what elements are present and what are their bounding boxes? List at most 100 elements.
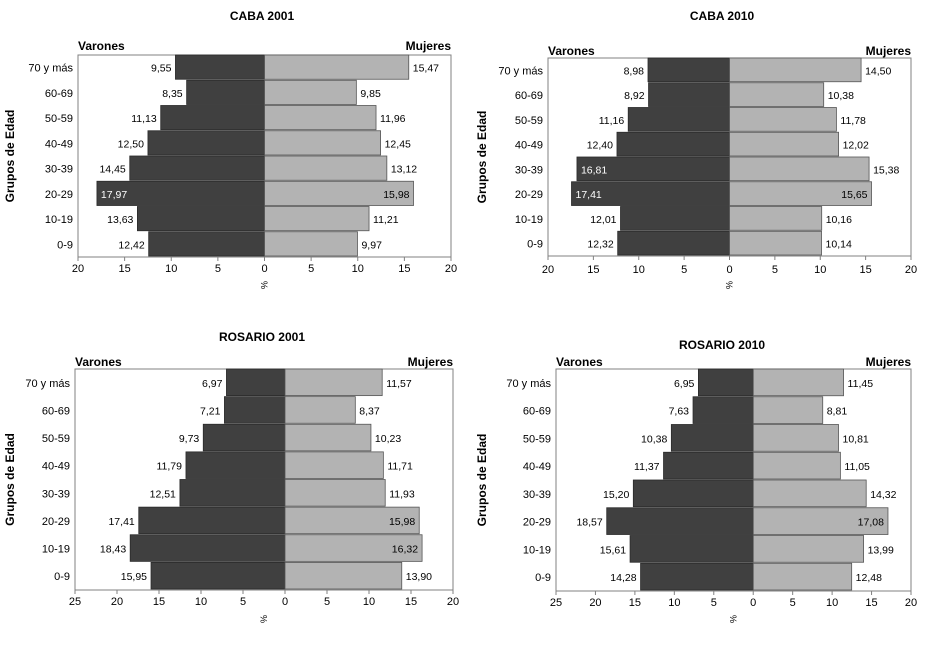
bar-mujeres [284, 368, 383, 397]
value-label-mujeres: 15,38 [873, 164, 899, 176]
y-axis-title: Grupos de Edad [3, 110, 17, 203]
x-tick-label: 0 [282, 596, 288, 608]
x-tick-label: 25 [550, 597, 562, 609]
pyramid-chart-4: ROSARIO 2010 Varones Mujeres Grupos de Edad… [475, 338, 917, 623]
category-label: 0-9 [54, 571, 70, 583]
value-label-varones: 15,61 [600, 544, 626, 556]
bar-varones [663, 451, 754, 480]
x-tick-label: 5 [772, 264, 778, 276]
value-label-varones: 8,92 [624, 90, 645, 102]
value-label-mujeres: 11,05 [844, 461, 870, 473]
bar-mujeres [752, 535, 864, 563]
bar-mujeres [729, 57, 862, 83]
value-label-mujeres: 14,50 [865, 65, 891, 77]
category-label: 20-29 [515, 189, 543, 201]
value-label-mujeres: 9,97 [361, 239, 382, 251]
value-label-varones: 8,35 [162, 88, 183, 100]
bar-mujeres [264, 79, 357, 105]
value-label-mujeres: 10,16 [826, 214, 852, 226]
category-label: 40-49 [515, 140, 543, 152]
x-tick-label: 15 [398, 263, 410, 275]
category-label: 60-69 [45, 88, 73, 100]
bar-varones [148, 231, 265, 257]
bar-varones [129, 534, 286, 562]
bar-mujeres [284, 423, 372, 452]
bar-mujeres [752, 562, 853, 591]
value-label-varones: 13,63 [107, 214, 133, 226]
y-axis-title: Grupos de Edad [475, 434, 489, 527]
bar-mujeres [264, 231, 358, 257]
category-label: 70 y más [28, 63, 73, 75]
bar-mujeres [284, 451, 384, 479]
x-tick-label: 10 [826, 597, 838, 609]
chart-title: CABA 2010 [690, 9, 755, 23]
value-label-mujeres: 15,47 [413, 63, 439, 75]
x-tick-label: 5 [790, 597, 796, 609]
value-label-varones: 12,40 [587, 140, 613, 152]
value-label-mujeres: 15,98 [389, 516, 415, 528]
x-tick-label: 5 [681, 264, 687, 276]
right-label-mujeres: Mujeres [866, 44, 912, 58]
value-label-mujeres: 11,71 [387, 461, 413, 473]
value-label-mujeres: 13,90 [406, 571, 432, 583]
value-label-mujeres: 10,23 [375, 433, 401, 445]
bar-varones [692, 396, 754, 424]
right-label-mujeres: Mujeres [866, 355, 912, 369]
x-tick-label: 20 [589, 597, 601, 609]
bar-mujeres [752, 396, 824, 424]
x-tick-label: 15 [860, 264, 872, 276]
bar-varones [175, 54, 265, 80]
bar-varones [640, 562, 754, 591]
x-tick-label: 15 [629, 597, 641, 609]
x-tick-label: 20 [447, 596, 459, 608]
bar-varones [632, 479, 754, 508]
left-label-varones: Varones [556, 355, 603, 369]
x-axis-title-percent: % [260, 281, 270, 289]
category-label: 30-39 [515, 164, 543, 176]
bar-varones [629, 535, 754, 563]
x-axis-title-percent: % [725, 281, 735, 289]
bar-varones [648, 82, 730, 107]
bar-mujeres [284, 479, 386, 507]
value-label-varones: 17,97 [101, 189, 127, 201]
value-label-varones: 18,57 [576, 517, 602, 529]
chart-title: ROSARIO 2001 [219, 330, 305, 344]
value-label-mujeres: 13,99 [868, 544, 894, 556]
category-label: 60-69 [515, 90, 543, 102]
value-label-varones: 7,63 [669, 406, 690, 418]
bar-mujeres [264, 105, 377, 131]
value-label-mujeres: 13,12 [391, 164, 417, 176]
category-label: 70 y más [25, 378, 70, 390]
value-label-mujeres: 9,85 [360, 88, 381, 100]
value-label-mujeres: 12,02 [843, 140, 869, 152]
value-label-varones: 11,13 [131, 113, 157, 125]
bar-varones [185, 451, 286, 479]
x-tick-label: 20 [542, 264, 554, 276]
category-label: 20-29 [45, 189, 73, 201]
value-label-varones: 9,55 [151, 63, 172, 75]
bar-mujeres [752, 479, 867, 508]
value-label-mujeres: 10,81 [843, 433, 869, 445]
value-label-mujeres: 11,21 [373, 214, 399, 226]
chart-title: CABA 2001 [230, 9, 295, 23]
value-label-mujeres: 8,81 [827, 406, 848, 418]
value-label-varones: 12,50 [118, 138, 144, 150]
x-tick-label: 0 [726, 264, 732, 276]
x-tick-label: 20 [445, 263, 457, 275]
bar-mujeres [752, 424, 839, 452]
pyramid-chart-1: CABA 2001 Varones Mujeres Grupos de Edad 70 … [3, 9, 457, 289]
category-label: 10-19 [45, 214, 73, 226]
category-label: 0-9 [57, 239, 73, 251]
category-label: 40-49 [523, 461, 551, 473]
value-label-mujeres: 8,37 [359, 405, 380, 417]
value-label-varones: 10,38 [641, 433, 667, 445]
x-tick-label: 20 [111, 596, 123, 608]
bar-mujeres [264, 155, 388, 181]
x-tick-label: 15 [587, 264, 599, 276]
x-tick-label: 15 [119, 263, 131, 275]
left-label-varones: Varones [75, 355, 122, 369]
bar-mujeres [264, 180, 414, 206]
value-label-mujeres: 15,65 [841, 189, 867, 201]
category-label: 30-39 [45, 164, 73, 176]
